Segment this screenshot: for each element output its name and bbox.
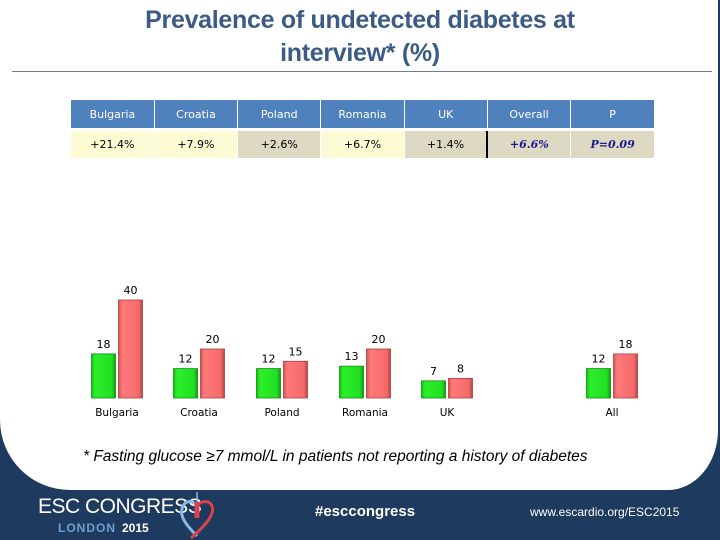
congress-year: 2015 [122, 521, 149, 535]
title-divider [12, 71, 712, 72]
category-label-uk: UK [440, 407, 456, 419]
cell-romania: +6.7% [320, 128, 405, 158]
congress-name: ESC CONGRESS [38, 495, 202, 518]
data-label-bulgaria-red: 40 [124, 284, 138, 297]
header-croatia: Croatia [153, 100, 238, 130]
title-line-2: interview* (%) [280, 39, 440, 67]
cell-overall: +6.6% [486, 128, 571, 158]
header-poland: Poland [237, 100, 321, 130]
bar-croatia-green [173, 368, 198, 399]
data-label-uk-green: 7 [430, 365, 437, 378]
header-p: P [570, 100, 654, 130]
header-uk: UK [403, 100, 488, 130]
header-romania: Romania [320, 100, 405, 130]
title-line-1: Prevalence of undetected diabetes at [145, 6, 575, 34]
data-label-all-red: 18 [619, 338, 633, 351]
bar-all-red [613, 353, 638, 399]
data-label-romania-green: 13 [345, 350, 359, 363]
footnote: * Fasting glucose ≥7 mmol/L in patients … [83, 448, 588, 465]
data-label-bulgaria-green: 18 [97, 338, 111, 351]
bar-all-green [586, 368, 611, 399]
bar-uk-green [421, 380, 446, 399]
cell-croatia: +7.9% [153, 128, 238, 158]
cell-uk: +1.4% [403, 128, 488, 158]
data-label-poland-green: 12 [262, 353, 276, 366]
header-bulgaria: Bulgaria [71, 100, 155, 130]
data-label-uk-red: 8 [457, 362, 464, 375]
bar-poland-green [256, 368, 281, 399]
bar-uk-red [448, 378, 473, 399]
prevalence-change-table: Bulgaria Croatia Poland Romania UK Overa… [71, 100, 654, 158]
footer-banner: ESC CONGRESS LONDON 2015 #esccongress ww… [0, 490, 720, 540]
category-label-romania: Romania [342, 407, 388, 419]
category-label-croatia: Croatia [180, 407, 218, 419]
data-label-romania-red: 20 [372, 333, 386, 346]
data-label-croatia-green: 12 [179, 353, 193, 366]
bar-chart: 18 40 Bulgaria 12 20 Croatia 12 15 Poland 13 20 Rom… [91, 284, 638, 419]
slide-card [0, 0, 718, 490]
header-overall: Overall [486, 100, 571, 130]
heart-tower-icon [180, 492, 215, 540]
bars-group: 18 40 Bulgaria 12 20 Croatia 12 15 Poland 13 20 Rom… [91, 284, 638, 419]
slide-title: Prevalence of undetected diabetes at int… [0, 4, 720, 70]
website-link[interactable]: www.escardio.org/ESC2015 [530, 505, 680, 519]
bar-poland-red [283, 360, 308, 399]
cell-p-value: P=0.09 [570, 128, 654, 158]
bar-romania-green [339, 365, 364, 399]
bar-romania-red [366, 348, 391, 399]
table-row: +21.4% +7.9% +2.6% +6.7% +1.4% +6.6% P=0… [71, 128, 654, 158]
category-label-bulgaria: Bulgaria [95, 407, 139, 419]
congress-city: LONDON [58, 521, 116, 535]
category-label-poland: Poland [264, 407, 299, 419]
hashtag-text: #esccongress [315, 503, 416, 520]
data-label-all-green: 12 [592, 353, 606, 366]
bar-bulgaria-red [118, 299, 143, 399]
cell-poland: +2.6% [237, 128, 321, 158]
data-label-poland-red: 15 [289, 345, 303, 358]
data-label-croatia-red: 20 [206, 333, 220, 346]
bar-bulgaria-green [91, 353, 116, 399]
category-label-all: All [605, 407, 618, 419]
cell-bulgaria: +21.4% [71, 128, 155, 158]
bar-croatia-red [200, 348, 225, 399]
table-header-row: Bulgaria Croatia Poland Romania UK Overa… [71, 100, 654, 130]
